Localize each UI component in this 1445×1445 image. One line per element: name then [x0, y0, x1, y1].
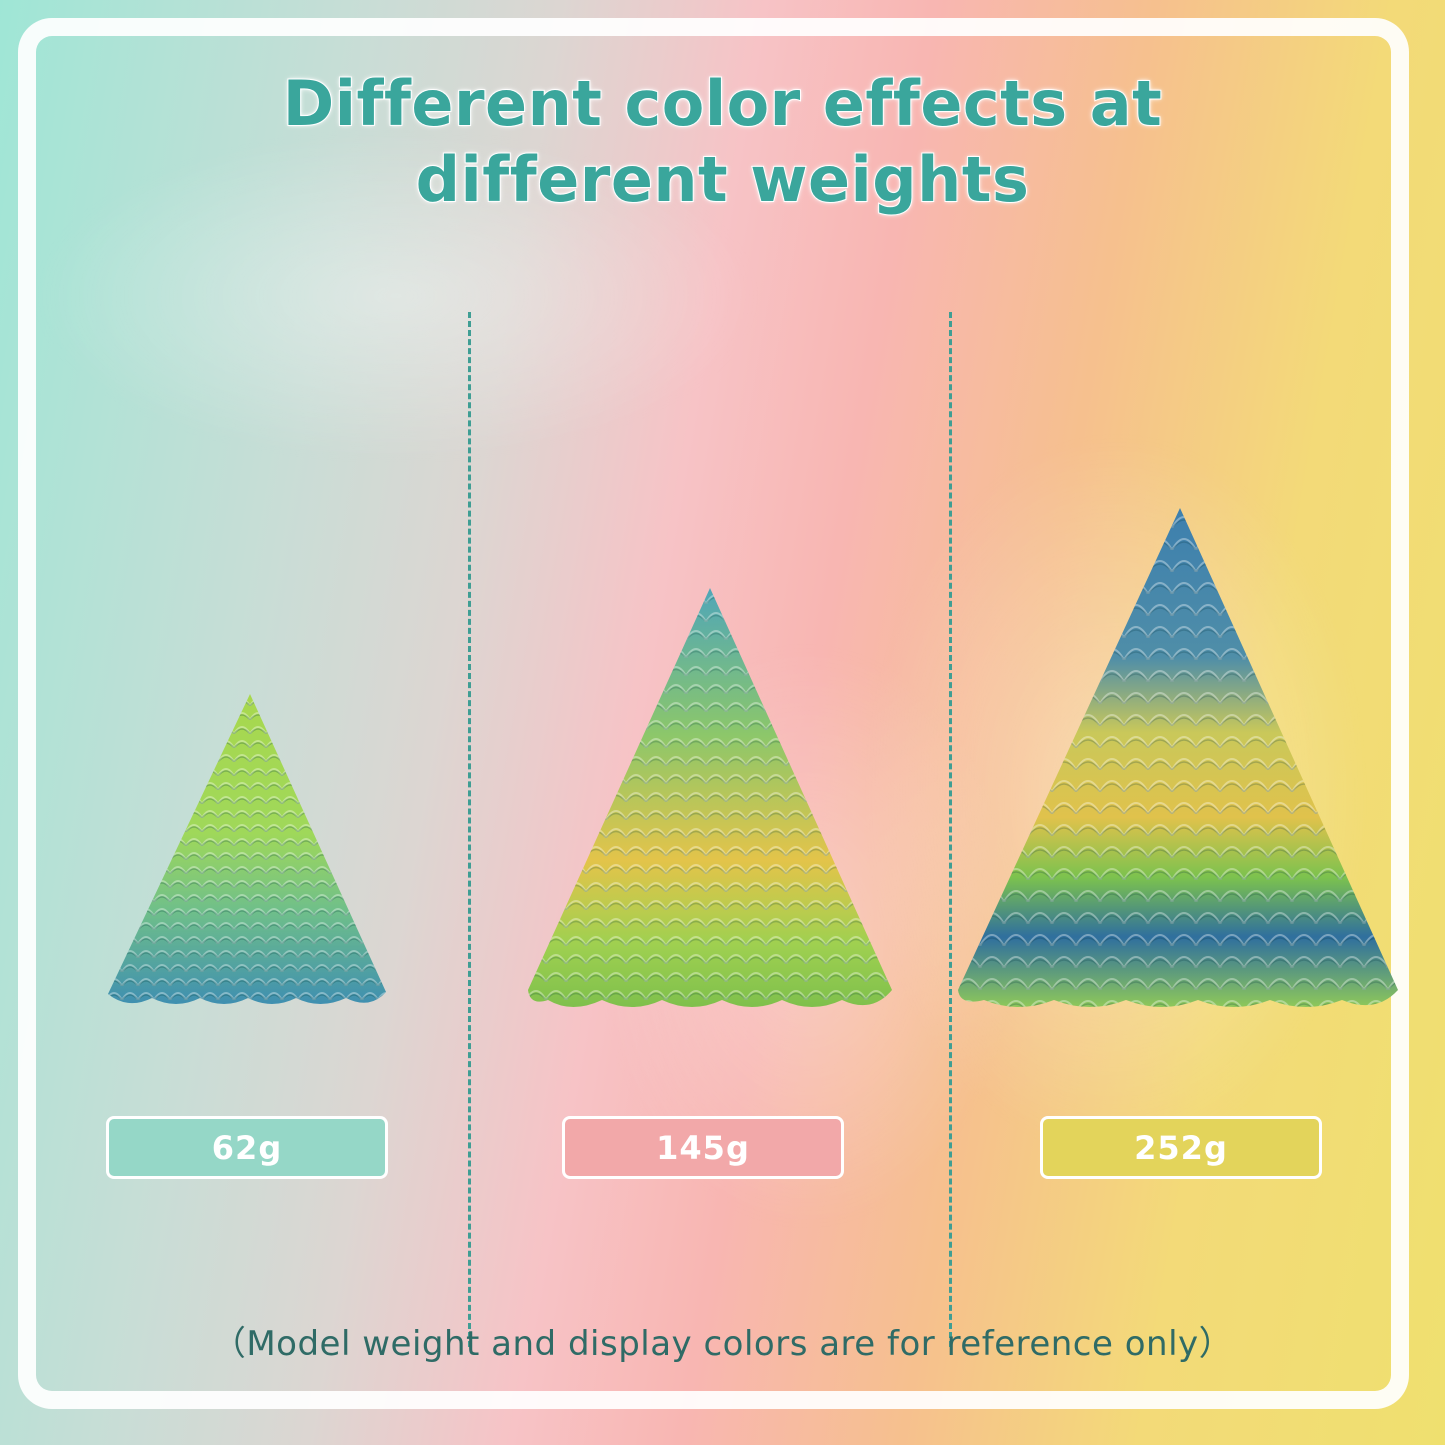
weight-badge-145g: 145g [562, 1116, 844, 1179]
headline: Different color effects at different wei… [200, 66, 1245, 218]
cone-model-medium [528, 588, 892, 1007]
reference-footnote: （Model weight and display colors are for… [211, 1324, 1234, 1364]
dashed-divider-left [468, 312, 471, 1347]
headline-line-1: Different color effects at [282, 66, 1163, 141]
weight-badge-252g: 252g [1040, 1116, 1322, 1179]
weight-badge-62g: 62g [106, 1116, 388, 1179]
cone-model-small [108, 694, 386, 1004]
cone-model-large [958, 508, 1398, 1007]
dashed-divider-right [949, 312, 952, 1347]
headline-line-2: different weights [415, 142, 1030, 217]
